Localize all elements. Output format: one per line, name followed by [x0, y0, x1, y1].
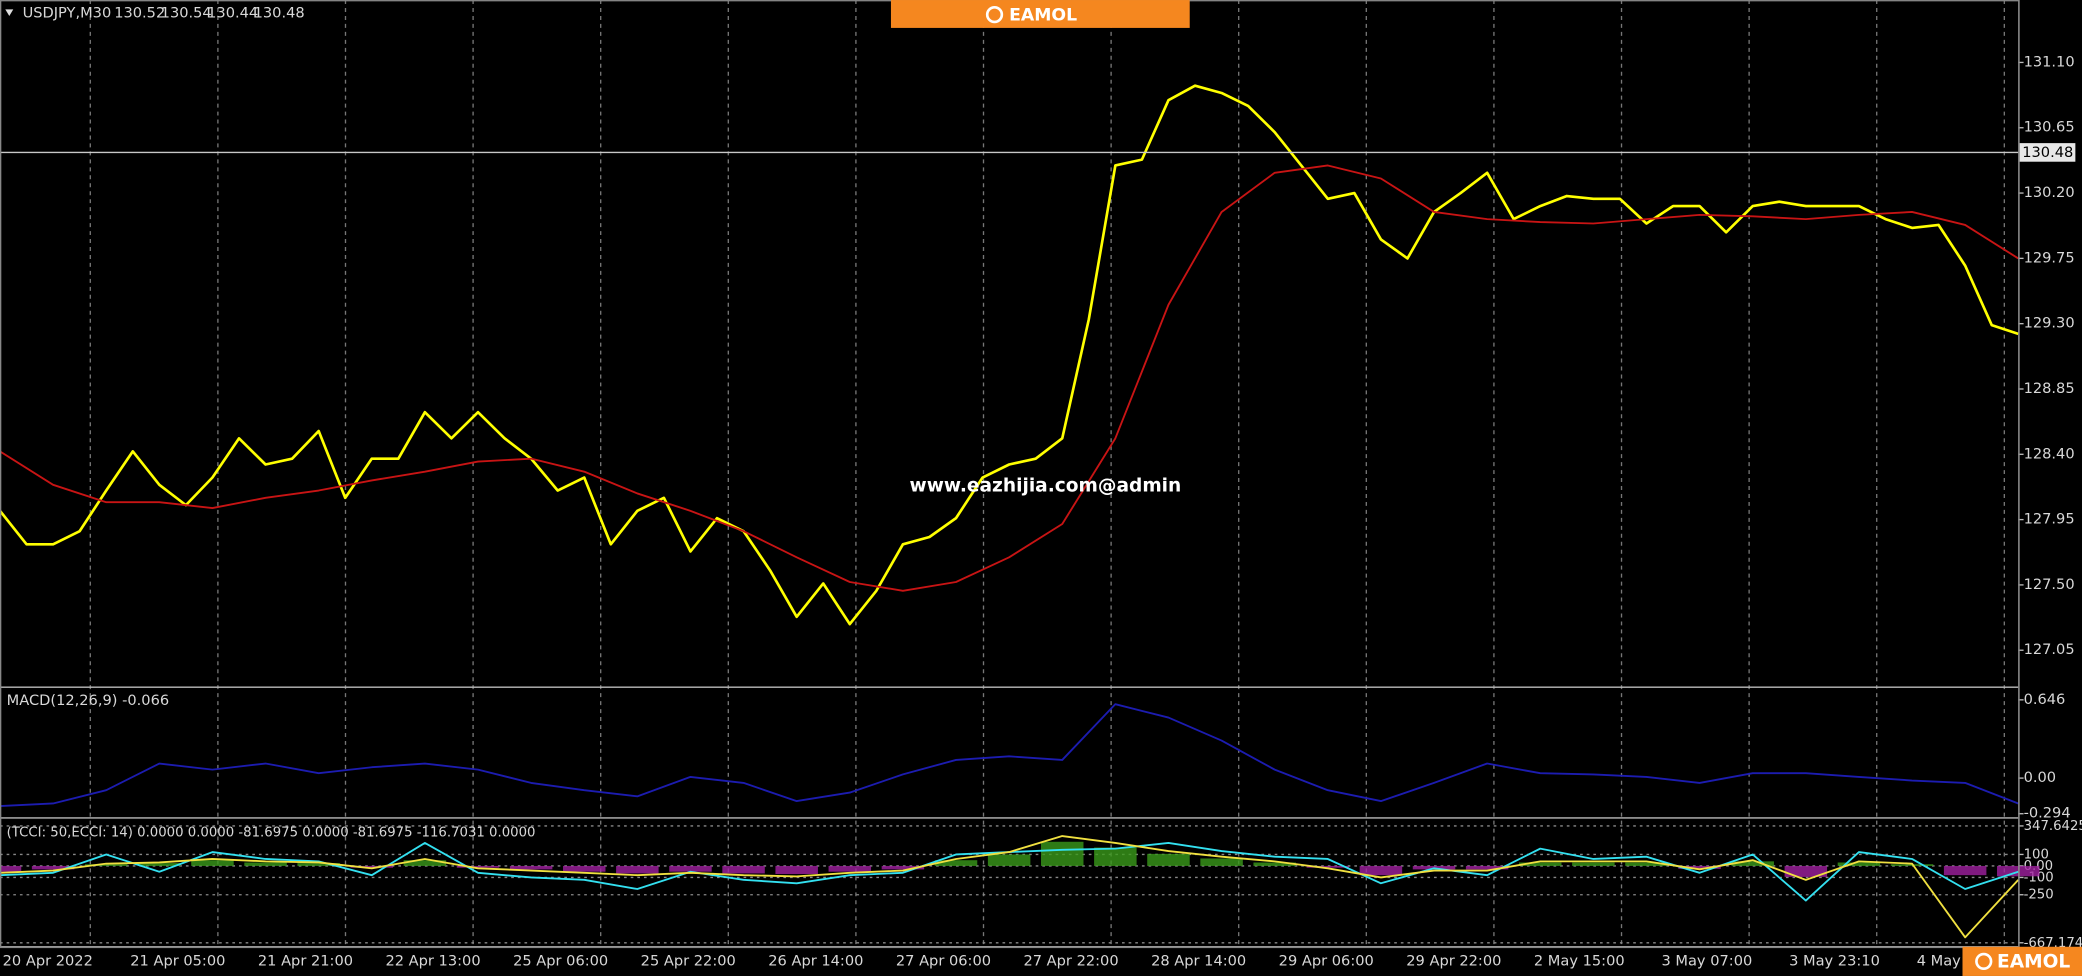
y-tick-label: 130.20: [2024, 184, 2075, 201]
histogram-bar: [1784, 865, 1828, 877]
series-line: [0, 84, 2019, 626]
y-tick-label: 128.40: [2024, 445, 2075, 462]
histogram-bar: [616, 865, 659, 874]
x-tick-label: 25 Apr 06:00: [513, 952, 608, 969]
header-logo: EAMOL: [1009, 5, 1077, 25]
histogram-bar: [828, 865, 872, 872]
y-tick-label: 347.6425: [2024, 819, 2082, 834]
histogram-bar: [350, 865, 394, 868]
histogram-bar: [987, 854, 1031, 866]
plots: 20 Apr 2022 21 Apr 05:00 21 Apr 21:00 22 Ap…: [0, 53, 2082, 969]
series-line: [0, 835, 2019, 939]
histogram-bar: [1731, 861, 1774, 866]
histogram-bar: [138, 863, 181, 866]
histogram-bar: [456, 865, 500, 868]
y-tick-label: 100: [2024, 847, 2049, 862]
histogram-bar: [297, 863, 340, 866]
vertical-grid: [89, 0, 2005, 947]
histogram-bar: [1041, 841, 1084, 866]
x-tick-label: 27 Apr 22:00: [1023, 952, 1118, 969]
quote-value: 130.48: [254, 4, 305, 21]
quote-value: 130.44: [207, 4, 258, 21]
histogram-bar: [1625, 862, 1668, 866]
x-tick-label: 26 Apr 14:00: [768, 952, 863, 969]
x-tick-label: 21 Apr 21:00: [258, 952, 353, 969]
x-tick-label: 4 May 1: [1917, 952, 1975, 969]
histogram-bar: [1200, 858, 1243, 866]
y-tick-label: 129.30: [2024, 315, 2075, 332]
histogram-bar: [1465, 865, 1509, 870]
histogram-bar: [1359, 865, 1403, 876]
histogram-bar: [1678, 865, 1721, 869]
histogram-bar: [1253, 862, 1296, 866]
histogram-bar: [509, 865, 553, 870]
current-price-label: 130.48: [2022, 144, 2073, 161]
histogram-bar: [84, 864, 128, 866]
x-tick-label: 25 Apr 22:00: [641, 952, 736, 969]
logo-icon: [1975, 952, 1993, 970]
histogram-bar: [1519, 862, 1562, 866]
histogram-bar: [403, 860, 447, 866]
histogram-bar: [1147, 853, 1190, 866]
histogram-bar: [1094, 847, 1137, 866]
y-tick-label: 129.75: [2024, 249, 2075, 266]
histogram-bar: [191, 860, 234, 866]
histogram-bar: [562, 865, 606, 872]
histogram-bar: [1572, 862, 1615, 866]
menu-arrow[interactable]: [5, 9, 14, 16]
series-line: [0, 703, 2019, 807]
cci-title: (TCCI: 50,ECCI: 14) 0.0000 0.0000 -81.69…: [7, 826, 536, 841]
histogram-bar: [1306, 865, 1350, 868]
x-tick-label: 22 Apr 13:00: [385, 952, 480, 969]
histogram-bar: [31, 865, 75, 870]
x-tick-label: 21 Apr 05:00: [130, 952, 225, 969]
watermark: www.eazhijia.com@admin: [910, 476, 1182, 497]
histogram-bar: [1943, 865, 1987, 876]
y-tick-label: 0.646: [2024, 691, 2066, 708]
y-tick-label: 127.05: [2024, 641, 2075, 658]
symbol-title: USDJPY,M30: [23, 4, 112, 21]
histogram-bar: [722, 865, 765, 874]
y-tick-label: -250: [2024, 888, 2054, 903]
x-tick-label: 2 May 15:00: [1534, 952, 1625, 969]
histogram-bar: [669, 865, 712, 872]
histogram-bar: [1837, 862, 1881, 866]
histogram-bar: [775, 865, 818, 875]
x-tick-label: 28 Apr 14:00: [1151, 952, 1246, 969]
x-tick-label: 27 Apr 06:00: [896, 952, 991, 969]
x-tick-label: 3 May 07:00: [1661, 952, 1752, 969]
histogram-bar: [0, 865, 22, 872]
header-logo-box[interactable]: [890, 0, 1190, 28]
y-tick-label: -0.294: [2024, 805, 2071, 822]
y-tick-label: 130.65: [2024, 119, 2075, 136]
y-tick-label: 127.95: [2024, 511, 2075, 528]
quote-value: 130.52: [114, 4, 165, 21]
logo-icon: [985, 6, 1004, 24]
y-tick-label: 0.00: [2024, 769, 2057, 786]
current-price-box: [2019, 143, 2076, 162]
x-tick-label: 29 Apr 22:00: [1406, 952, 1501, 969]
histogram-bar: [881, 865, 925, 870]
histogram-bar: [244, 862, 287, 866]
macd-title: MACD(12,26,9) -0.066: [7, 692, 170, 709]
y-tick-label: 127.50: [2024, 576, 2075, 593]
y-tick-label: 128.85: [2024, 380, 2075, 397]
footer-logo-box[interactable]: [1962, 946, 2082, 976]
x-tick-label: 29 Apr 06:00: [1279, 952, 1374, 969]
footer-logo: EAMOL: [1997, 952, 2070, 973]
quote-value: 130.54: [161, 4, 212, 21]
y-tick-label: 131.10: [2024, 53, 2075, 70]
histogram-bar: [934, 860, 978, 866]
series-line: [0, 164, 2019, 592]
x-tick-label: 3 May 23:10: [1789, 952, 1880, 969]
x-tick-label: 20 Apr 2022: [3, 952, 93, 969]
